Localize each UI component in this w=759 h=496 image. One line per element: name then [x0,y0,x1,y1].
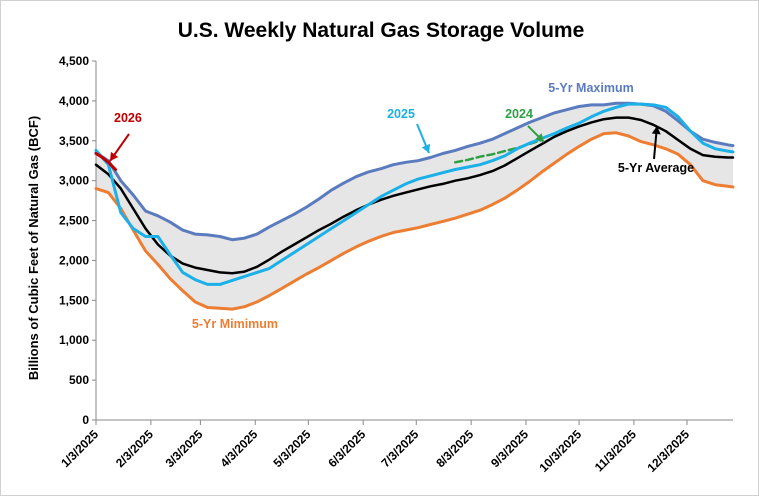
series-line-2025 [94,102,735,286]
series-line-2024 [453,138,544,164]
y-tick-label: 3,000 [59,174,89,188]
annotation-5-yr-maximum: 5-Yr Maximum [548,81,633,95]
series-line-2026 [94,152,117,171]
x-tick-label: 1/3/2025 [58,427,101,470]
annotation-2024: 2024 [505,107,533,121]
y-tick-label: 4,500 [59,54,89,68]
y-tick-label: 2,000 [59,253,89,267]
annotation-2025: 2025 [387,107,415,121]
y-axis-label: Billions of Cubic Feet of Natural Gas (B… [26,116,41,380]
y-tick-label: 1,500 [59,293,89,307]
annotation-arrowhead-5-yr-average [651,126,661,135]
annotation-arrowhead-2025 [421,143,431,153]
annotation-arrowhead-2024 [535,133,544,142]
x-tick-label: 4/3/2025 [217,427,260,470]
x-tick-label: 11/3/2025 [592,427,639,474]
x-tick-label: 10/3/2025 [537,427,585,475]
x-tick-label: 6/3/2025 [325,427,368,470]
range-band [96,103,733,310]
x-tick-label: 7/3/2025 [378,427,421,470]
annotation-5-yr-average: 5-Yr Average [618,161,694,175]
x-tick-label: 2/3/2025 [113,427,156,470]
x-tick-label: 9/3/2025 [488,427,531,470]
x-tick-label: 12/3/2025 [644,427,692,475]
x-tick-label: 5/3/2025 [271,427,314,470]
y-tick-label: 4,000 [59,94,89,108]
chart-title: U.S. Weekly Natural Gas Storage Volume [178,19,585,42]
y-tick-label: 1,000 [59,333,89,347]
series-line-5-yr-average [94,116,735,275]
series-line-5-yr-mimimum [94,131,735,311]
y-tick-label: 500 [69,373,89,387]
x-tick-label: 3/3/2025 [163,427,206,470]
y-tick-label: 2,500 [59,214,89,228]
x-tick-label: 8/3/2025 [433,427,476,470]
annotation-5-yr-mimimum: 5-Yr Mimimum [192,317,278,331]
y-tick-label: 3,500 [59,134,89,148]
plot-area: 0 500 1,000 1,500 2,000 2,500 3,000 3,500 4,000 4… [58,54,735,475]
annotation-arrowhead-2026 [110,151,119,161]
annotation-2026: 2026 [114,111,142,125]
y-tick-label: 0 [82,413,89,427]
